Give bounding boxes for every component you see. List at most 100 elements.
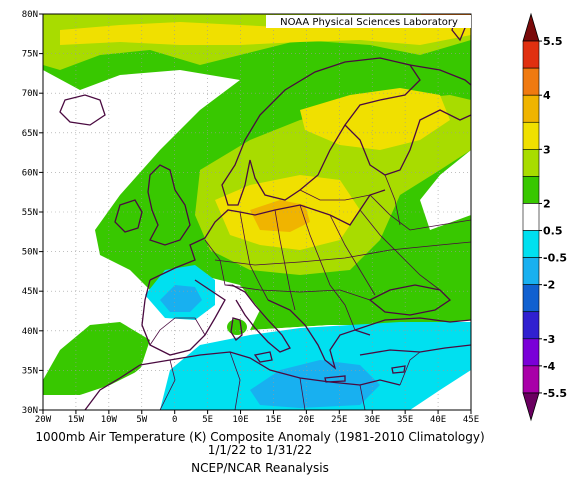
colorbar-label: 2: [543, 197, 551, 210]
lon-label: 5W: [136, 415, 147, 425]
colorbar-swatch: [522, 203, 540, 231]
coast-crete: [324, 375, 346, 383]
border-12: [149, 317, 206, 346]
colorbar-label: -0.5: [543, 252, 567, 265]
lat-label: 65N: [22, 129, 38, 139]
anomaly-region-green-sw: [43, 322, 150, 395]
credit-text: NOAA Physical Sciences Laboratory: [280, 17, 458, 28]
colorbar-swatch: [522, 94, 540, 123]
colorbar-swatch: [522, 284, 540, 313]
dataset-name: NCEP/NCAR Reanalysis: [191, 461, 329, 475]
lon-label: 0: [172, 415, 177, 425]
border-13: [229, 351, 241, 410]
lon-label: 30E: [364, 415, 380, 425]
latitude-labels: 80N 75N 70N 65N 60N 55N 50N 45N 40N 35N 30N: [22, 10, 38, 416]
anomaly-region-blue: [160, 285, 202, 312]
border-10: [299, 189, 371, 201]
lon-label: 15E: [265, 415, 281, 425]
border-6: [359, 209, 441, 291]
colorbar-arrow-top: [522, 12, 540, 42]
colorbar-label: 0.5: [543, 225, 563, 238]
lon-label: 25E: [331, 415, 347, 425]
lon-label: 40E: [430, 415, 446, 425]
colorbar-label: 4: [543, 89, 551, 102]
coast-morocco: [84, 364, 141, 410]
colorbar-arrow-bottom: [522, 392, 540, 422]
lon-label: 45E: [463, 415, 479, 425]
coast-corsica-sardinia: [230, 317, 243, 341]
lat-label: 75N: [22, 50, 38, 60]
coast-italy: [231, 284, 291, 353]
border-7: [214, 241, 471, 266]
anomaly-region-blue-south: [250, 360, 380, 408]
border-15: [359, 384, 366, 410]
colorbar-label: -3: [543, 333, 555, 346]
border-5: [329, 214, 376, 296]
lat-label: 70N: [22, 89, 38, 99]
coast-sicily: [253, 351, 273, 363]
lon-label: 15W: [68, 415, 85, 425]
lat-label: 55N: [22, 208, 38, 218]
coast-balkans: [267, 299, 371, 370]
coast-north-africa: [139, 351, 401, 386]
lat-label: 45N: [22, 287, 38, 297]
border-17: [159, 359, 176, 410]
lat-label: 60N: [22, 168, 38, 178]
colorbar-swatch: [522, 40, 540, 69]
coast-cyprus: [391, 365, 406, 374]
border-3: [274, 209, 296, 311]
coast-black-sea: [368, 284, 452, 316]
colorbar-label: -4: [543, 360, 556, 373]
colorbar-label: -5.5: [543, 387, 567, 400]
colorbar-swatch: [522, 257, 540, 285]
colorbar-swatch: [522, 230, 540, 258]
lat-label: 35N: [22, 366, 38, 376]
colorbar-swatch: [522, 176, 540, 204]
lat-label: 40N: [22, 327, 38, 337]
coast-scandinavia: [221, 57, 421, 206]
colorbar-swatch: [522, 338, 540, 367]
border-8: [224, 284, 371, 301]
lon-label: 35E: [397, 415, 413, 425]
graticule: [43, 14, 471, 410]
coast-britain: [147, 164, 191, 246]
date-range: 1/1/22 to 1/31/22: [207, 443, 313, 457]
anomaly-region-gold: [250, 200, 310, 232]
border-16: [399, 351, 421, 386]
coast-iberia: [141, 279, 226, 356]
colorbar-label: 3: [543, 143, 551, 156]
lon-label: 5E: [202, 415, 213, 425]
colorbar-labels: 5.5 4 3 2 0.5 -0.5 -2 -3 -4 -5.5: [539, 35, 567, 400]
colorbar: [522, 12, 540, 422]
border-14: [299, 377, 306, 410]
country-borders: [149, 174, 471, 410]
border-11: [384, 174, 401, 226]
border-9: [369, 194, 471, 231]
coast-finland: [344, 109, 471, 176]
chart-title: 1000mb Air Temperature (K) Composite Ano…: [35, 430, 485, 444]
coast-iceland: [59, 94, 106, 126]
colorbar-label: -2: [543, 279, 555, 292]
coast-kola: [409, 64, 471, 86]
colorbar-swatch: [522, 67, 540, 96]
lon-label: 20E: [298, 415, 314, 425]
axis-ticks: [39, 13, 472, 414]
coast-ireland: [114, 199, 143, 233]
colorbar-swatch: [522, 121, 540, 150]
anomaly-region-green-spot: [227, 319, 247, 335]
colorbar-swatch: [522, 365, 540, 394]
coast-continent: [149, 189, 386, 281]
colorbar-swatch: [522, 311, 540, 340]
credit-box: [266, 15, 471, 28]
border-4: [299, 204, 356, 331]
lat-label: 50N: [22, 248, 38, 258]
anomaly-fill-layer: [43, 14, 471, 410]
colorbar-label: 5.5: [543, 35, 563, 48]
anomaly-region-yellow-north: [300, 88, 450, 150]
lat-label: 30N: [22, 406, 38, 416]
lon-label: 10W: [101, 415, 118, 425]
anomaly-region-neutral-east: [430, 170, 471, 220]
border-1: [204, 239, 232, 286]
longitude-labels: 20W 15W 10W 5W 0 5E 10E 15E 20E 25E 30E 35E 40E 45E: [35, 415, 479, 425]
